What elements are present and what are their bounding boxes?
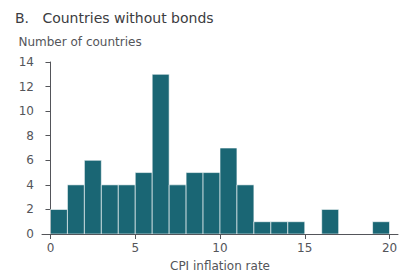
svg-text:2: 2 bbox=[26, 202, 34, 216]
svg-text:15: 15 bbox=[297, 241, 312, 255]
svg-text:10: 10 bbox=[19, 104, 34, 118]
svg-text:14: 14 bbox=[19, 55, 34, 69]
svg-text:Number of countries: Number of countries bbox=[18, 35, 141, 49]
svg-text:12: 12 bbox=[19, 80, 34, 94]
svg-text:20: 20 bbox=[382, 241, 397, 255]
svg-text:8: 8 bbox=[26, 129, 34, 143]
svg-text:B. Countries without bonds: B. Countries without bonds bbox=[15, 10, 214, 26]
svg-text:CPI inflation rate: CPI inflation rate bbox=[170, 259, 270, 273]
svg-text:4: 4 bbox=[26, 178, 34, 192]
svg-text:10: 10 bbox=[212, 241, 227, 255]
svg-text:0: 0 bbox=[26, 227, 34, 241]
svg-text:0: 0 bbox=[47, 241, 55, 255]
svg-text:6: 6 bbox=[26, 153, 34, 167]
svg-text:5: 5 bbox=[131, 241, 139, 255]
